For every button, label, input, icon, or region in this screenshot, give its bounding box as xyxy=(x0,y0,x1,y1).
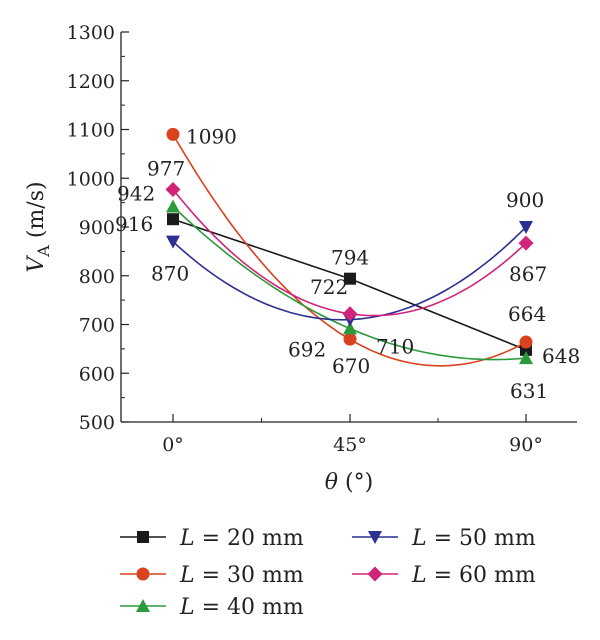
data-point xyxy=(166,127,180,141)
legend: L = 20 mm L = 30 mm L = 40 mm L = 50 mm L = … xyxy=(120,526,536,620)
data-point xyxy=(519,335,533,349)
legend-marker xyxy=(136,599,150,612)
data-point xyxy=(165,181,181,197)
legend-marker xyxy=(137,531,149,543)
legend-marker xyxy=(368,531,382,544)
y-tick-label: 1000 xyxy=(67,168,115,190)
data-label: 977 xyxy=(147,156,185,180)
data-point xyxy=(166,199,180,213)
x-axis-title: θ (°) xyxy=(325,470,373,495)
data-label: 664 xyxy=(508,302,546,326)
data-labels: 916 794 648 1090 670 664 942 692 631 870 710 900 977… xyxy=(115,124,580,403)
x-tick-label: 45° xyxy=(333,434,367,456)
y-tick-label: 700 xyxy=(79,315,115,337)
y-tick-label: 1300 xyxy=(67,22,115,44)
y-tick-label: 1100 xyxy=(67,120,115,142)
data-label: 692 xyxy=(288,337,326,361)
axes: 500 600 700 800 900 1000 1100 1200 1300 0° 45° 90° V… xyxy=(24,22,577,495)
data-label: 900 xyxy=(506,188,544,212)
y-axis-title: VA (m/s) xyxy=(24,181,53,272)
data-label: 870 xyxy=(151,262,189,286)
data-label: 794 xyxy=(331,246,369,270)
data-point xyxy=(518,235,534,251)
data-point xyxy=(166,235,180,249)
x-tick-label: 90° xyxy=(509,434,543,456)
data-point xyxy=(167,213,179,226)
y-tick-label: 500 xyxy=(79,412,115,434)
legend-label: L = 20 mm xyxy=(179,526,304,551)
y-tick-label: 900 xyxy=(79,217,115,239)
data-point xyxy=(342,306,358,322)
legend-label: L = 40 mm xyxy=(179,595,304,620)
data-point xyxy=(519,351,533,365)
legend-label: L = 30 mm xyxy=(179,563,304,588)
data-label: 942 xyxy=(117,182,155,206)
legend-marker xyxy=(367,566,383,582)
data-label: 722 xyxy=(310,275,348,299)
data-point xyxy=(343,332,357,346)
x-tick-label: 0° xyxy=(162,434,184,456)
data-point xyxy=(343,321,357,335)
y-tick-label: 1200 xyxy=(67,71,115,93)
data-label: 670 xyxy=(332,354,370,378)
y-tick-label: 800 xyxy=(79,266,115,288)
data-label: 867 xyxy=(509,262,547,286)
data-point xyxy=(344,272,356,285)
y-tick-label: 600 xyxy=(79,363,115,385)
data-label: 648 xyxy=(542,344,580,368)
legend-label: L = 50 mm xyxy=(411,526,536,551)
legend-label: L = 60 mm xyxy=(411,563,536,588)
data-label: 1090 xyxy=(186,124,237,148)
legend-marker xyxy=(136,567,150,581)
data-point xyxy=(519,221,533,234)
data-label: 916 xyxy=(115,212,153,236)
series-markers xyxy=(165,127,534,365)
data-label: 710 xyxy=(376,335,414,359)
data-label: 631 xyxy=(510,379,548,403)
